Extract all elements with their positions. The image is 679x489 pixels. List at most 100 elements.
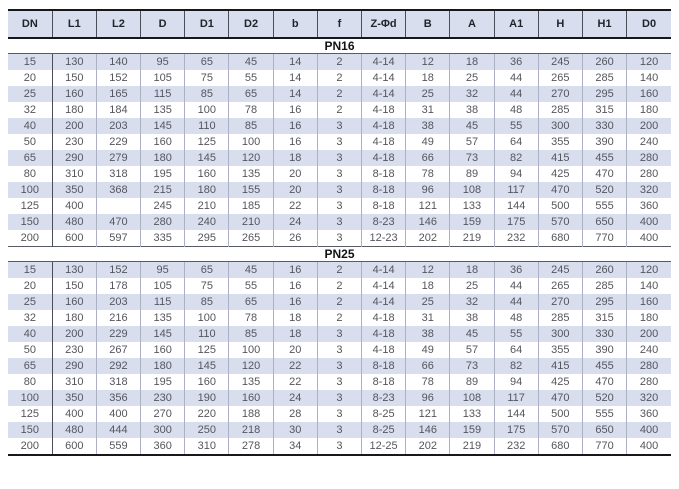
cell-f: 2 bbox=[316, 53, 362, 70]
cell-b: 96 bbox=[405, 182, 450, 198]
cell-d1: 310 bbox=[184, 438, 229, 456]
cell-l2: 229 bbox=[95, 134, 141, 150]
section-label-row-pn25: PN25 bbox=[8, 246, 671, 262]
column-header-b: B bbox=[405, 9, 450, 39]
cell-dn: 32 bbox=[8, 102, 53, 118]
cell-b: 78 bbox=[405, 374, 450, 390]
cell-a1: 94 bbox=[493, 166, 539, 182]
table-row: 20 150 178 105 75 55 16 2 4-14 18 25 44 265 285 140 bbox=[8, 278, 671, 294]
cell-d2: 100 bbox=[228, 342, 274, 358]
cell-d0: 200 bbox=[626, 326, 671, 342]
column-header-dn: DN bbox=[8, 9, 53, 39]
table-row: 100 350 356 230 190 160 24 3 8-23 96 108 117 470 520 3… bbox=[8, 390, 671, 406]
cell-b: 24 bbox=[272, 214, 318, 230]
cell-l1: 400 bbox=[51, 198, 97, 214]
cell-dn: 40 bbox=[8, 118, 53, 134]
cell-dn: 100 bbox=[8, 390, 53, 406]
column-header-d0: D0 bbox=[626, 9, 671, 39]
cell-dn: 65 bbox=[8, 150, 53, 166]
cell-b: 16 bbox=[272, 278, 318, 294]
cell-a: 89 bbox=[449, 166, 495, 182]
cell-a1: 64 bbox=[493, 342, 539, 358]
cell-a1: 82 bbox=[493, 358, 539, 374]
table-row: 150 480 444 300 250 218 30 3 8-25 146 159 175 570 650… bbox=[8, 422, 671, 438]
cell-d1: 75 bbox=[184, 278, 229, 294]
cell-a1: 36 bbox=[493, 53, 539, 70]
cell-d0: 240 bbox=[626, 342, 671, 358]
cell-dn: 20 bbox=[8, 70, 53, 86]
cell-d2: 85 bbox=[228, 326, 274, 342]
cell-d: 360 bbox=[140, 438, 185, 456]
cell-d0: 280 bbox=[626, 374, 671, 390]
cell-z-d: 4-14 bbox=[360, 294, 406, 310]
cell-d0: 400 bbox=[626, 422, 671, 438]
cell-d: 195 bbox=[140, 374, 185, 390]
cell-b: 18 bbox=[405, 70, 450, 86]
cell-f: 2 bbox=[316, 294, 362, 310]
cell-dn: 25 bbox=[8, 294, 53, 310]
cell-b: 18 bbox=[272, 310, 318, 326]
cell-b: 20 bbox=[272, 182, 318, 198]
column-header-d2: D2 bbox=[228, 9, 274, 39]
cell-b: 96 bbox=[405, 390, 450, 406]
cell-l1: 290 bbox=[51, 358, 97, 374]
cell-f: 3 bbox=[316, 134, 362, 150]
cell-z-d: 8-18 bbox=[360, 166, 406, 182]
cell-d0: 120 bbox=[626, 53, 671, 70]
cell-h: 680 bbox=[537, 230, 583, 247]
cell-a: 38 bbox=[449, 102, 495, 118]
cell-l1: 230 bbox=[51, 134, 97, 150]
cell-h: 570 bbox=[537, 422, 583, 438]
cell-l1: 150 bbox=[51, 278, 97, 294]
cell-h1: 285 bbox=[581, 70, 627, 86]
cell-a: 18 bbox=[449, 261, 495, 278]
cell-h: 415 bbox=[537, 150, 583, 166]
cell-l1: 180 bbox=[51, 102, 97, 118]
cell-l1: 290 bbox=[51, 150, 97, 166]
cell-l2: 318 bbox=[95, 166, 141, 182]
cell-dn: 125 bbox=[8, 198, 53, 214]
cell-f: 2 bbox=[316, 261, 362, 278]
cell-l2: 203 bbox=[95, 118, 141, 134]
cell-z-d: 8-25 bbox=[360, 422, 406, 438]
cell-f: 3 bbox=[316, 182, 362, 198]
cell-a1: 36 bbox=[493, 261, 539, 278]
cell-h: 265 bbox=[537, 278, 583, 294]
cell-z-d: 4-18 bbox=[360, 342, 406, 358]
cell-a: 219 bbox=[449, 438, 495, 456]
cell-d: 245 bbox=[140, 198, 185, 214]
cell-l1: 600 bbox=[51, 230, 97, 247]
cell-b: 16 bbox=[272, 134, 318, 150]
cell-l1: 310 bbox=[51, 374, 97, 390]
cell-z-d: 4-18 bbox=[360, 118, 406, 134]
cell-a1: 82 bbox=[493, 150, 539, 166]
cell-b: 16 bbox=[272, 261, 318, 278]
cell-d0: 280 bbox=[626, 150, 671, 166]
cell-b: 38 bbox=[405, 326, 450, 342]
cell-f: 3 bbox=[316, 150, 362, 166]
cell-f: 3 bbox=[316, 326, 362, 342]
cell-b: 66 bbox=[405, 150, 450, 166]
cell-d0: 320 bbox=[626, 182, 671, 198]
cell-l1: 230 bbox=[51, 342, 97, 358]
table-row: 80 310 318 195 160 135 22 3 8-18 78 89 94 425 470 280 bbox=[8, 374, 671, 390]
cell-a: 159 bbox=[449, 422, 495, 438]
cell-a: 25 bbox=[449, 70, 495, 86]
cell-d1: 65 bbox=[184, 261, 229, 278]
cell-d: 335 bbox=[140, 230, 185, 247]
table-row: 32 180 216 135 100 78 18 2 4-18 31 38 48 285 315 180 bbox=[8, 310, 671, 326]
cell-dn: 150 bbox=[8, 214, 53, 230]
cell-d1: 160 bbox=[184, 374, 229, 390]
cell-h1: 770 bbox=[581, 438, 627, 456]
cell-f: 3 bbox=[316, 198, 362, 214]
cell-a: 219 bbox=[449, 230, 495, 247]
cell-d1: 100 bbox=[184, 310, 229, 326]
cell-l2: 267 bbox=[95, 342, 141, 358]
cell-a: 108 bbox=[449, 390, 495, 406]
table-row: 15 130 152 95 65 45 16 2 4-14 12 18 36 245 260 120 bbox=[8, 261, 671, 278]
cell-z-d: 4-14 bbox=[360, 53, 406, 70]
cell-h1: 555 bbox=[581, 406, 627, 422]
cell-f: 3 bbox=[316, 166, 362, 182]
cell-b: 24 bbox=[272, 390, 318, 406]
column-header-d: D bbox=[140, 9, 185, 39]
